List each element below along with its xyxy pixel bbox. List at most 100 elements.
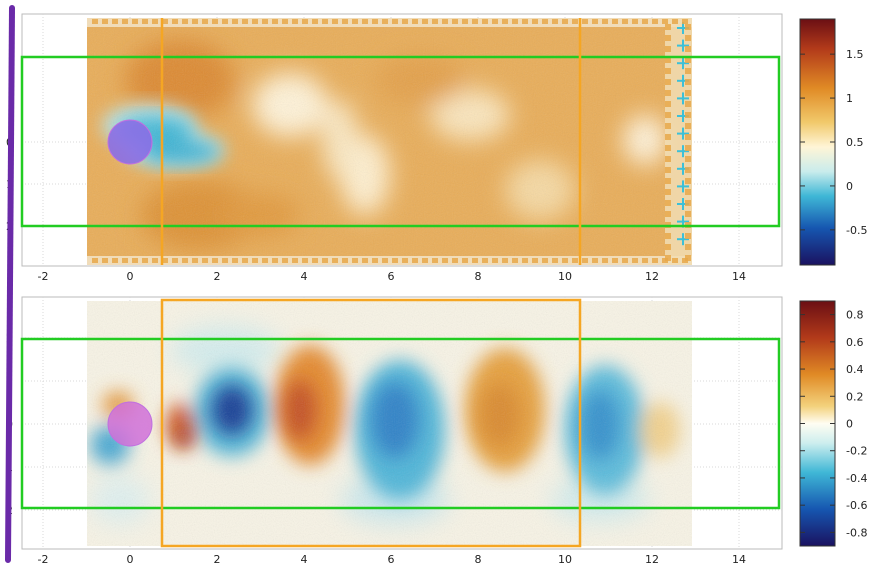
boundary-dash: [372, 19, 378, 24]
boundary-dash: [672, 258, 678, 263]
boundary-dash: [262, 19, 268, 24]
boundary-dash: [352, 19, 358, 24]
x-tick-label: 14: [732, 270, 746, 283]
boundary-dash: [382, 19, 388, 24]
boundary-dash: [665, 189, 671, 195]
boundary-dash: [685, 123, 691, 129]
boundary-dash: [212, 19, 218, 24]
boundary-dash: [665, 35, 671, 41]
boundary-dash: [685, 79, 691, 85]
boundary-dash: [222, 19, 228, 24]
boundary-dash: [482, 19, 488, 24]
boundary-dash: [665, 145, 671, 151]
top-cylinder: [107, 119, 153, 165]
colorbar-tick-label: -0.8: [846, 526, 867, 539]
boundary-dash: [472, 258, 478, 263]
boundary-dash: [685, 134, 691, 140]
colorbar-tick-label: 0: [846, 180, 853, 193]
colorbar-tick-label: 1.5: [846, 48, 864, 61]
boundary-dash: [522, 19, 528, 24]
boundary-dash: [542, 258, 548, 263]
inflow-marker: [677, 233, 689, 246]
x-tick-label: 4: [301, 553, 308, 566]
bottom-colorbar: [799, 300, 836, 547]
boundary-dash: [442, 19, 448, 24]
boundary-dash: [542, 19, 548, 24]
boundary-dash: [422, 19, 428, 24]
boundary-dash: [665, 244, 671, 250]
boundary-dash: [642, 258, 648, 263]
colorbar-tick-label: 0: [846, 418, 853, 431]
x-tick-label: 2: [214, 270, 221, 283]
x-tick-label: 8: [475, 553, 482, 566]
boundary-dash: [685, 233, 691, 239]
boundary-dash: [532, 19, 538, 24]
boundary-dash: [92, 19, 98, 24]
x-tick-label: 10: [558, 270, 572, 283]
x-tick-label: 0: [127, 553, 134, 566]
boundary-dash: [232, 19, 238, 24]
boundary-dash: [552, 258, 558, 263]
boundary-dash: [685, 145, 691, 151]
boundary-dash: [685, 57, 691, 63]
boundary-dash: [212, 258, 218, 263]
boundary-dash: [665, 211, 671, 217]
boundary-dash: [172, 258, 178, 263]
boundary-dash: [292, 258, 298, 263]
boundary-dash: [572, 258, 578, 263]
boundary-dash: [332, 258, 338, 263]
boundary-dash: [665, 123, 671, 129]
boundary-dash: [665, 255, 671, 261]
boundary-dash: [312, 19, 318, 24]
boundary-dash: [392, 19, 398, 24]
boundary-dash: [272, 258, 278, 263]
boundary-dash: [452, 258, 458, 263]
boundary-dash: [665, 233, 671, 239]
boundary-dash: [552, 19, 558, 24]
boundary-dash: [272, 19, 278, 24]
boundary-dash: [432, 19, 438, 24]
top-green-region: [20, 55, 781, 228]
boundary-dash: [322, 258, 328, 263]
boundary-dash: [302, 258, 308, 263]
x-tick-label: 12: [645, 270, 659, 283]
x-tick-label: -2: [38, 270, 49, 283]
boundary-dash: [685, 90, 691, 96]
boundary-dash: [612, 258, 618, 263]
boundary-dash: [182, 258, 188, 263]
inflow-marker: [677, 127, 689, 140]
boundary-dash: [665, 178, 671, 184]
inflow-marker: [677, 92, 689, 105]
bottom-velocity-field: [87, 301, 692, 546]
boundary-dash: [302, 19, 308, 24]
bottom-orange-region: [160, 298, 582, 548]
boundary-dash: [232, 258, 238, 263]
boundary-dash: [262, 258, 268, 263]
boundary-dash: [172, 19, 178, 24]
boundary-dash: [685, 167, 691, 173]
boundary-dash: [342, 19, 348, 24]
boundary-dash: [222, 258, 228, 263]
boundary-dash: [665, 134, 671, 140]
boundary-dash: [462, 19, 468, 24]
boundary-dash: [282, 19, 288, 24]
boundary-dash: [672, 19, 678, 24]
top-x-ticks: -2 0 2 4 6 8 10 12 14: [38, 270, 746, 283]
boundary-dash: [665, 79, 671, 85]
boundary-dash: [352, 258, 358, 263]
boundary-dash: [422, 258, 428, 263]
boundary-dash: [665, 24, 671, 30]
x-tick-label: 8: [475, 270, 482, 283]
boundary-dash: [322, 19, 328, 24]
boundary-dash: [492, 258, 498, 263]
boundary-dash: [522, 258, 528, 263]
boundary-dash: [612, 19, 618, 24]
boundary-dash: [632, 258, 638, 263]
inflow-marker: [677, 57, 689, 70]
boundary-dash: [622, 258, 628, 263]
boundary-dash: [685, 156, 691, 162]
boundary-dash: [602, 258, 608, 263]
boundary-dash: [442, 258, 448, 263]
